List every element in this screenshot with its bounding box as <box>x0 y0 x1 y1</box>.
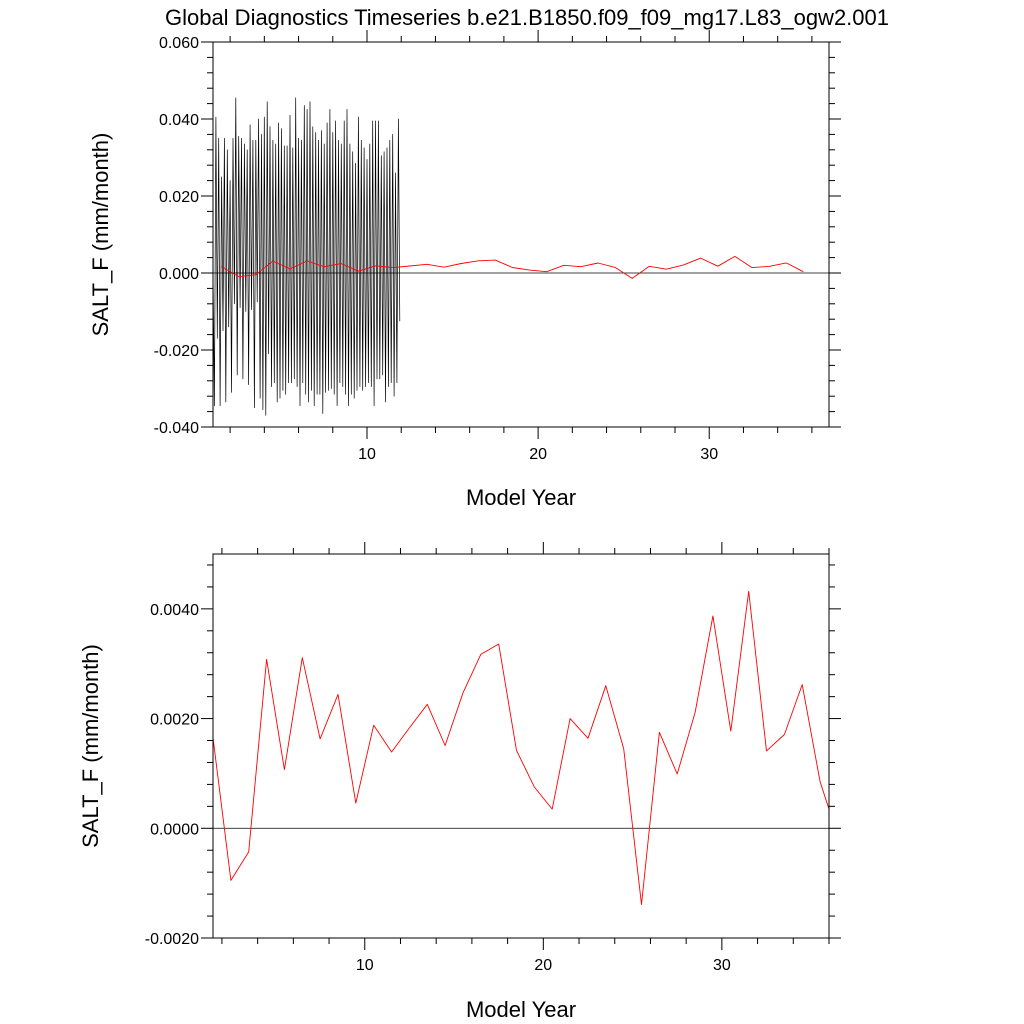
x-tick-label: 20 <box>534 957 552 974</box>
x-axis-title: Model Year <box>466 997 576 1022</box>
y-tick-label: 0.000 <box>159 266 199 283</box>
panel-bottom: -0.0020 0.0000 0.0020 0.0040 10 20 30 Model Yea… <box>78 542 841 1022</box>
x-tick-label: 20 <box>529 446 547 463</box>
x-axis-title: Model Year <box>466 485 576 510</box>
y-tick-label: 0.020 <box>159 189 199 206</box>
x-tick-label: 10 <box>356 957 374 974</box>
y-axis-title: SALT_F (mm/month) <box>78 644 103 848</box>
monthly-line-0 <box>212 97 401 416</box>
y-tick-label: -0.040 <box>154 420 199 437</box>
panel-top: -0.040 -0.020 0.000 0.020 0.040 0.060 10 20 30 Mo… <box>88 30 841 510</box>
y-tick-label: 0.0040 <box>150 602 199 619</box>
y-axis-title: SALT_F (mm/month) <box>88 133 113 337</box>
annual-mean-line-0 <box>221 255 804 279</box>
plot-frame <box>212 41 830 428</box>
plot-frame <box>212 553 830 939</box>
y-tick-label: 0.0020 <box>150 712 199 729</box>
x-tick-label: 30 <box>713 957 731 974</box>
y-tick-label: -0.0020 <box>145 931 199 948</box>
y-tick-label: 0.060 <box>159 35 199 52</box>
figure-title: Global Diagnostics Timeseries b.e21.B185… <box>165 5 889 30</box>
y-tick-label: 0.0000 <box>150 821 199 838</box>
x-tick-label: 10 <box>358 446 376 463</box>
y-tick-label: -0.020 <box>154 343 199 360</box>
y-tick-label: 0.040 <box>159 112 199 129</box>
x-tick-label: 30 <box>700 446 718 463</box>
annual-mean-line-1 <box>212 590 830 905</box>
